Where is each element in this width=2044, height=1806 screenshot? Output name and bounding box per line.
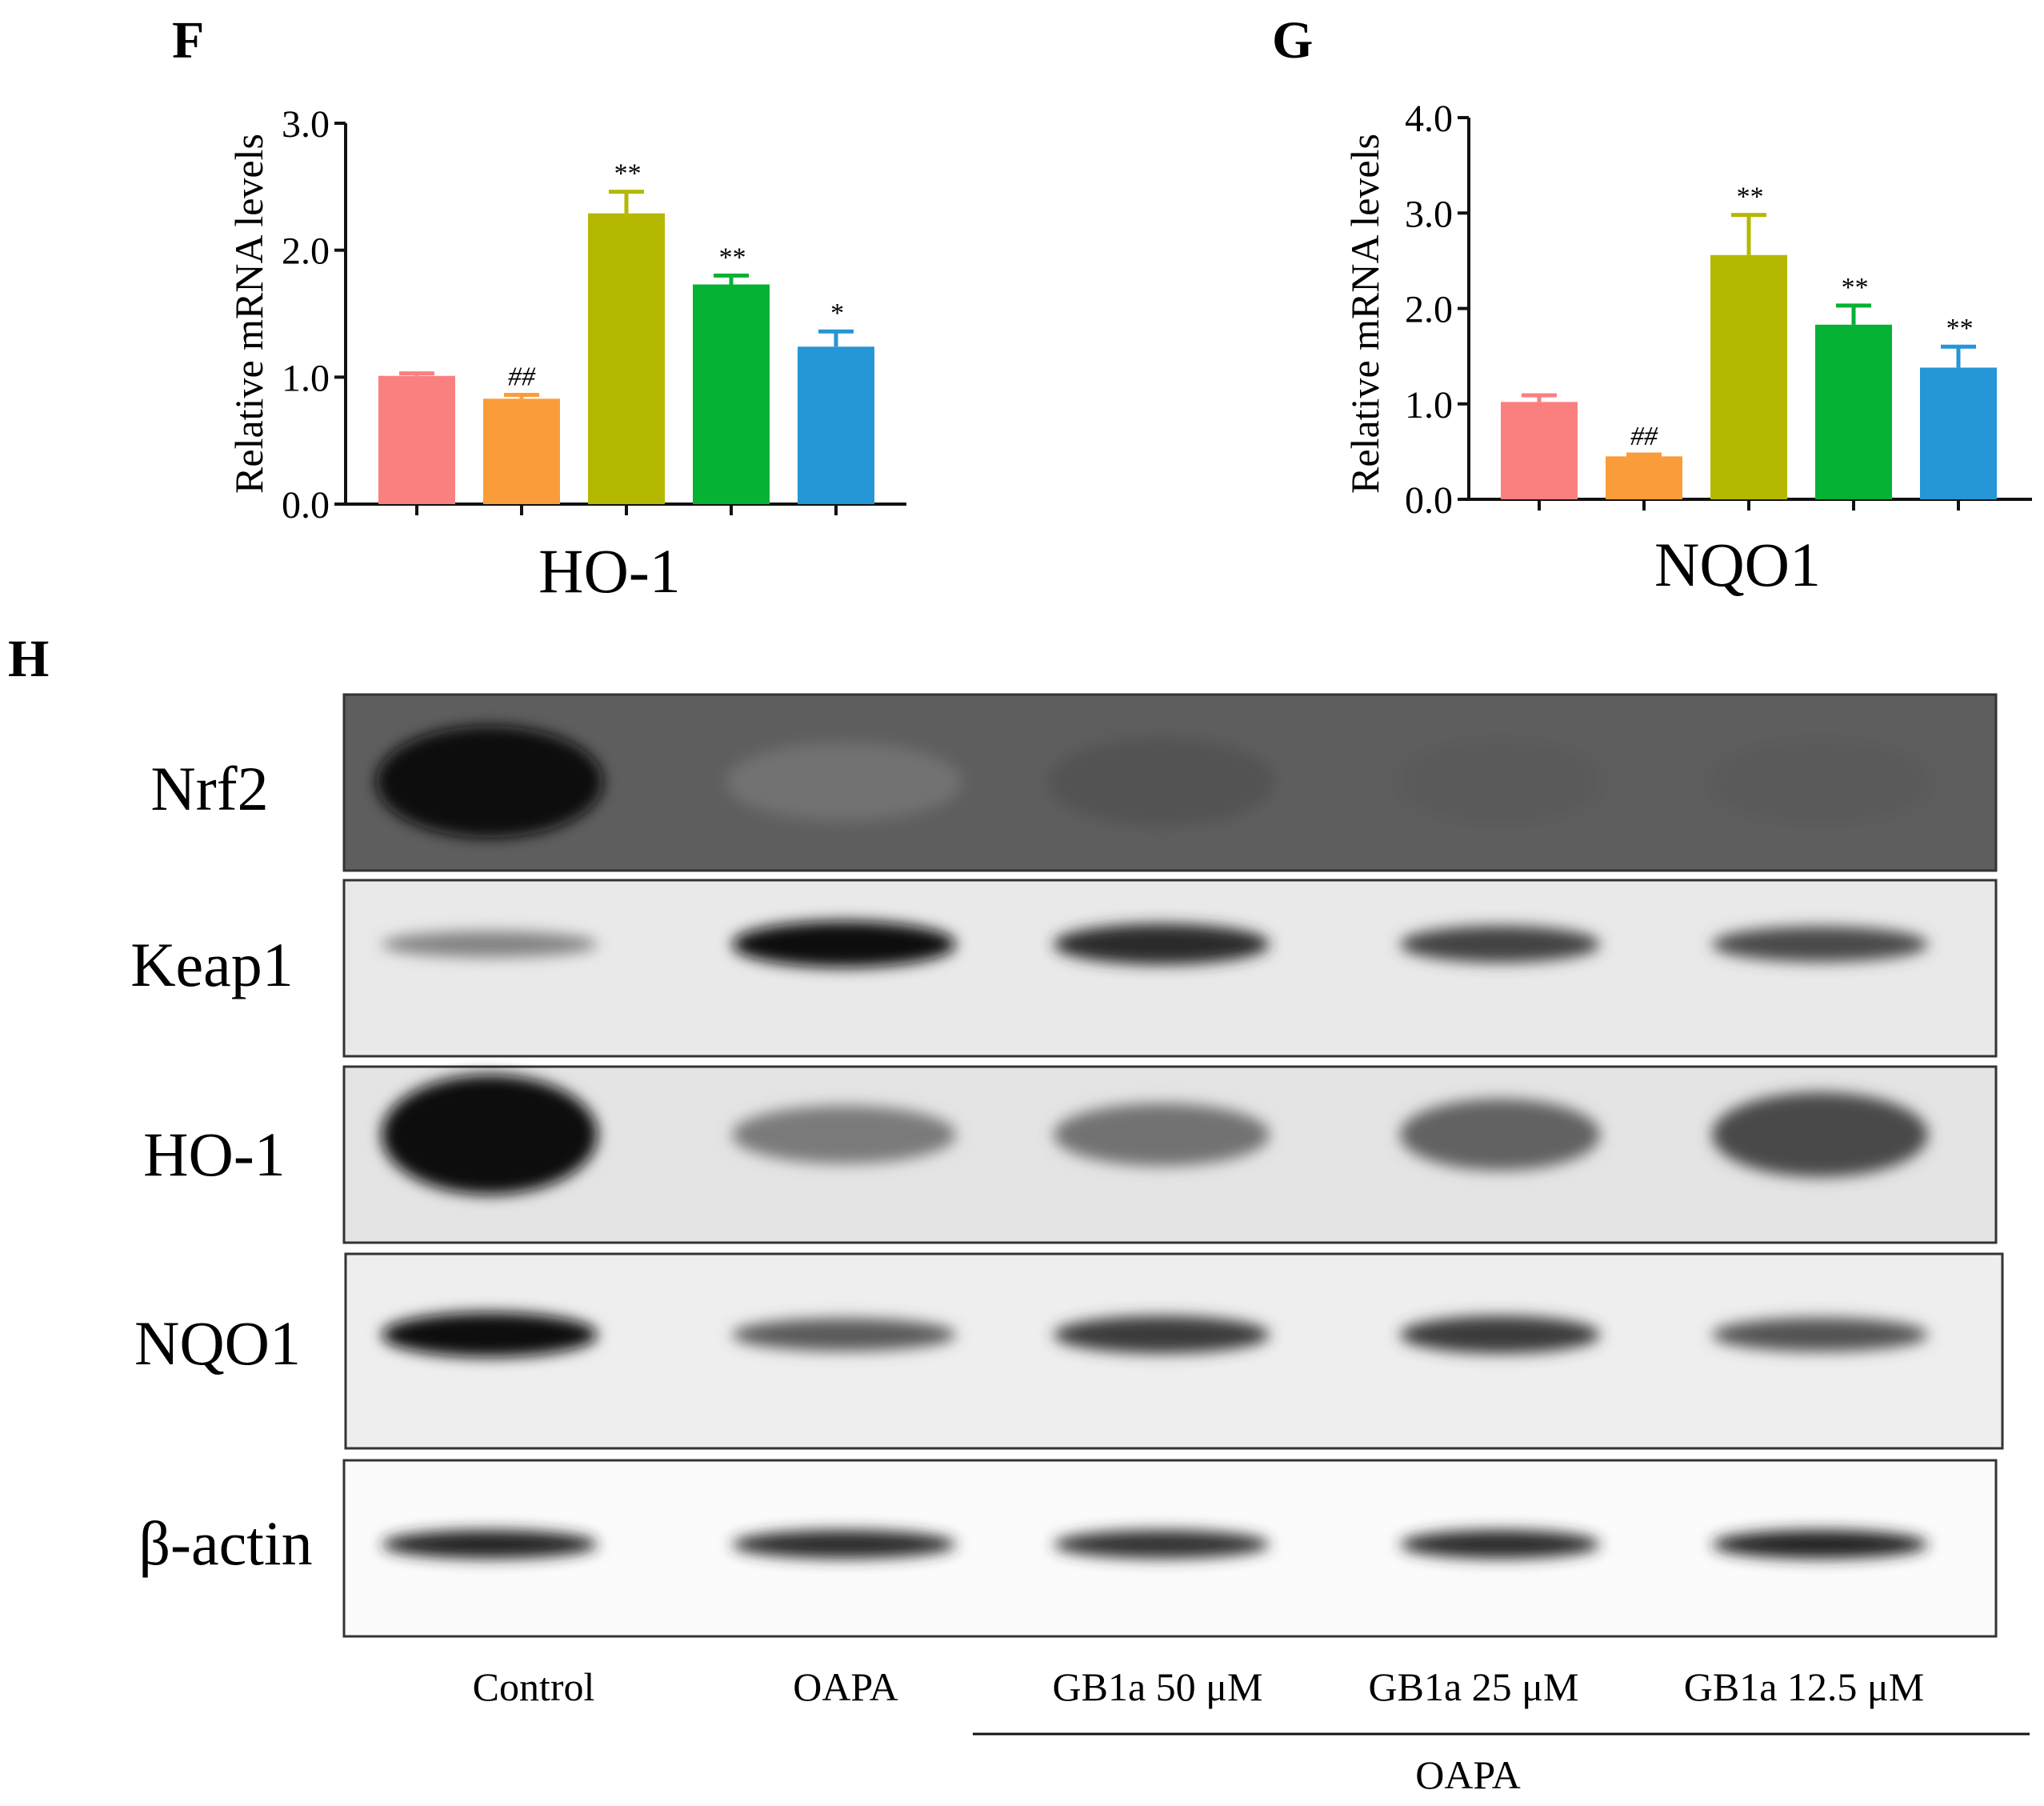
bar	[1710, 254, 1787, 499]
blot-row-label: HO-1	[143, 1119, 286, 1189]
western-blot: Nrf2 Keap1 HO-1 NQO1 β-actin	[130, 693, 2004, 1638]
blot-band	[1054, 1103, 1270, 1167]
y-axis-label: Relative mRNA levels	[1342, 134, 1387, 494]
blot-band	[1712, 1317, 1928, 1352]
lane-label-control: Control	[473, 1664, 595, 1709]
bar	[1501, 402, 1578, 499]
blot-band	[732, 1318, 956, 1351]
y-tick-label: 1.0	[1405, 384, 1453, 426]
blot-row	[342, 693, 1998, 872]
blot-band	[1048, 737, 1275, 827]
y-axis-label: Relative mRNA levels	[226, 134, 271, 494]
significance-label: **	[613, 159, 640, 189]
significance-label: **	[1840, 273, 1867, 302]
blot-row-label: Keap1	[130, 930, 294, 999]
lane-label-gb1a-12-5: GB1a 12.5 μM	[1684, 1664, 1924, 1709]
significance-label: **	[718, 242, 745, 272]
bar	[588, 213, 665, 504]
y-tick-label: 2.0	[282, 230, 330, 273]
y-tick-label: 0.0	[1405, 479, 1453, 522]
y-tick-label: 3.0	[282, 103, 330, 146]
chart-ho1-mrna: 0.01.02.03.0 ##***** Relative mRNA level…	[226, 103, 906, 606]
blot-band	[726, 743, 962, 821]
bar	[1606, 456, 1682, 499]
blot-band	[1400, 1099, 1600, 1171]
blot-band	[1400, 1315, 1600, 1354]
blot-band	[382, 1530, 598, 1559]
panel-letter-g: G	[1272, 11, 1313, 70]
blot-band	[1400, 925, 1600, 963]
blot-row-label: Nrf2	[150, 754, 268, 823]
lane-labels: Control OAPA GB1a 50 μM GB1a 25 μM GB1a …	[473, 1664, 2030, 1797]
significance-label: ##	[1630, 422, 1658, 451]
blot-strip	[342, 879, 1998, 1058]
blot-band	[732, 1530, 956, 1559]
y-tick-label: 1.0	[282, 357, 330, 399]
y-tick-label: 3.0	[1405, 193, 1453, 235]
group-label-oapa: OAPA	[1415, 1752, 1521, 1797]
blot-row	[342, 879, 1998, 1058]
blot-strip	[342, 1065, 1998, 1244]
blot-band	[382, 1075, 598, 1195]
blot-band	[1054, 1315, 1270, 1354]
bar	[1815, 324, 1892, 499]
bar	[798, 346, 874, 504]
bar	[378, 375, 455, 504]
blot-band	[1054, 1530, 1270, 1559]
blot-band	[732, 921, 956, 967]
bar	[693, 284, 770, 504]
blot-band	[382, 1312, 598, 1357]
lane-label-gb1a-25: GB1a 25 μM	[1369, 1664, 1579, 1709]
blot-band	[1712, 1530, 1928, 1559]
y-tick-label: 2.0	[1405, 289, 1453, 331]
x-axis-label: HO-1	[538, 536, 681, 606]
blot-band	[1394, 739, 1606, 825]
blot-row	[344, 1252, 2004, 1450]
bar	[483, 398, 560, 504]
y-tick-label: 0.0	[282, 484, 330, 527]
blot-band	[732, 1105, 956, 1164]
blot-band	[1712, 1092, 1928, 1177]
significance-label: **	[1945, 314, 1972, 343]
blot-row	[342, 1065, 1998, 1244]
blot-row-label: β-actin	[138, 1508, 312, 1578]
blot-band	[1712, 926, 1928, 963]
blot-band	[382, 931, 598, 958]
panel-letter-h: H	[8, 630, 49, 688]
blot-band	[1400, 1530, 1600, 1559]
significance-label: ##	[508, 362, 536, 392]
blot-row-label: NQO1	[134, 1308, 301, 1378]
blot-band	[376, 726, 603, 838]
y-tick-label: 4.0	[1405, 98, 1453, 140]
blot-band	[1706, 739, 1934, 825]
x-axis-label: NQO1	[1654, 530, 1821, 599]
blot-band	[1054, 923, 1270, 965]
lane-label-oapa: OAPA	[793, 1664, 898, 1709]
blot-row	[342, 1459, 1998, 1638]
significance-label: **	[1735, 182, 1762, 212]
chart-nqo1-mrna: 0.0 1.0 2.0 3.0 4.0 ## ** ** ** Relative mRNA l…	[1342, 98, 2032, 599]
panel-letter-f: F	[172, 11, 204, 70]
bar	[1920, 367, 1997, 499]
lane-label-gb1a-50: GB1a 50 μM	[1053, 1664, 1263, 1709]
significance-label: *	[830, 298, 843, 328]
